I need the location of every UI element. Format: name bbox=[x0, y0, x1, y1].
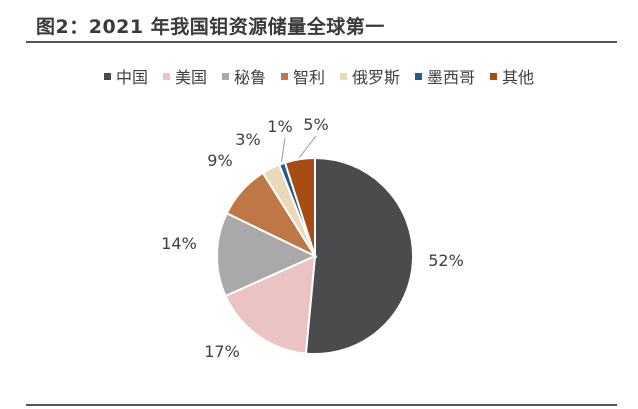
legend-item-usa: 美国 bbox=[162, 64, 207, 88]
legend-item-russia: 俄罗斯 bbox=[340, 64, 400, 88]
data-label-russia: 3% bbox=[235, 130, 260, 149]
legend-label: 中国 bbox=[115, 68, 148, 87]
pie-slice-other bbox=[283, 156, 316, 257]
legend-item-chile: 智利 bbox=[280, 64, 325, 88]
pie-slice-usa bbox=[224, 254, 317, 355]
leader-line-mexico bbox=[280, 137, 286, 162]
top-divider bbox=[26, 41, 617, 43]
legend-item-other: 其他 bbox=[490, 64, 534, 88]
legend-label: 智利 bbox=[292, 68, 325, 87]
pie-slice-peru bbox=[216, 211, 318, 298]
legend-swatch bbox=[221, 72, 229, 80]
data-label-other: 5% bbox=[303, 115, 328, 134]
legend-swatch bbox=[280, 72, 288, 80]
data-label-china: 52% bbox=[428, 251, 464, 270]
legend-item-peru: 秘鲁 bbox=[221, 64, 266, 88]
pie-slice-china bbox=[304, 156, 415, 355]
bottom-divider bbox=[26, 404, 617, 406]
legend-label: 其他 bbox=[502, 68, 535, 87]
data-label-chile: 9% bbox=[207, 151, 232, 170]
legend-swatch bbox=[415, 72, 423, 80]
legend-label: 秘鲁 bbox=[233, 68, 266, 87]
data-label-usa: 17% bbox=[204, 342, 240, 361]
data-label-peru: 14% bbox=[161, 234, 197, 253]
legend-swatch bbox=[103, 72, 111, 80]
legend-swatch bbox=[162, 72, 170, 80]
legend-swatch bbox=[340, 72, 347, 80]
legend-label: 美国 bbox=[174, 68, 207, 87]
figure-title: 图2：2021 年我国钼资源储量全球第一 bbox=[36, 16, 385, 38]
legend-label: 墨西哥 bbox=[427, 68, 476, 87]
legend-swatch bbox=[490, 72, 498, 80]
data-label-mexico: 1% bbox=[267, 117, 292, 136]
legend-item-china: 中国 bbox=[103, 64, 148, 88]
legend-label: 俄罗斯 bbox=[352, 68, 401, 87]
chart-legend: 中国 美国 秘鲁 智利 俄罗斯 墨西哥 其他 bbox=[0, 64, 638, 88]
leader-line-other bbox=[299, 135, 317, 158]
legend-item-mexico: 墨西哥 bbox=[415, 64, 475, 88]
